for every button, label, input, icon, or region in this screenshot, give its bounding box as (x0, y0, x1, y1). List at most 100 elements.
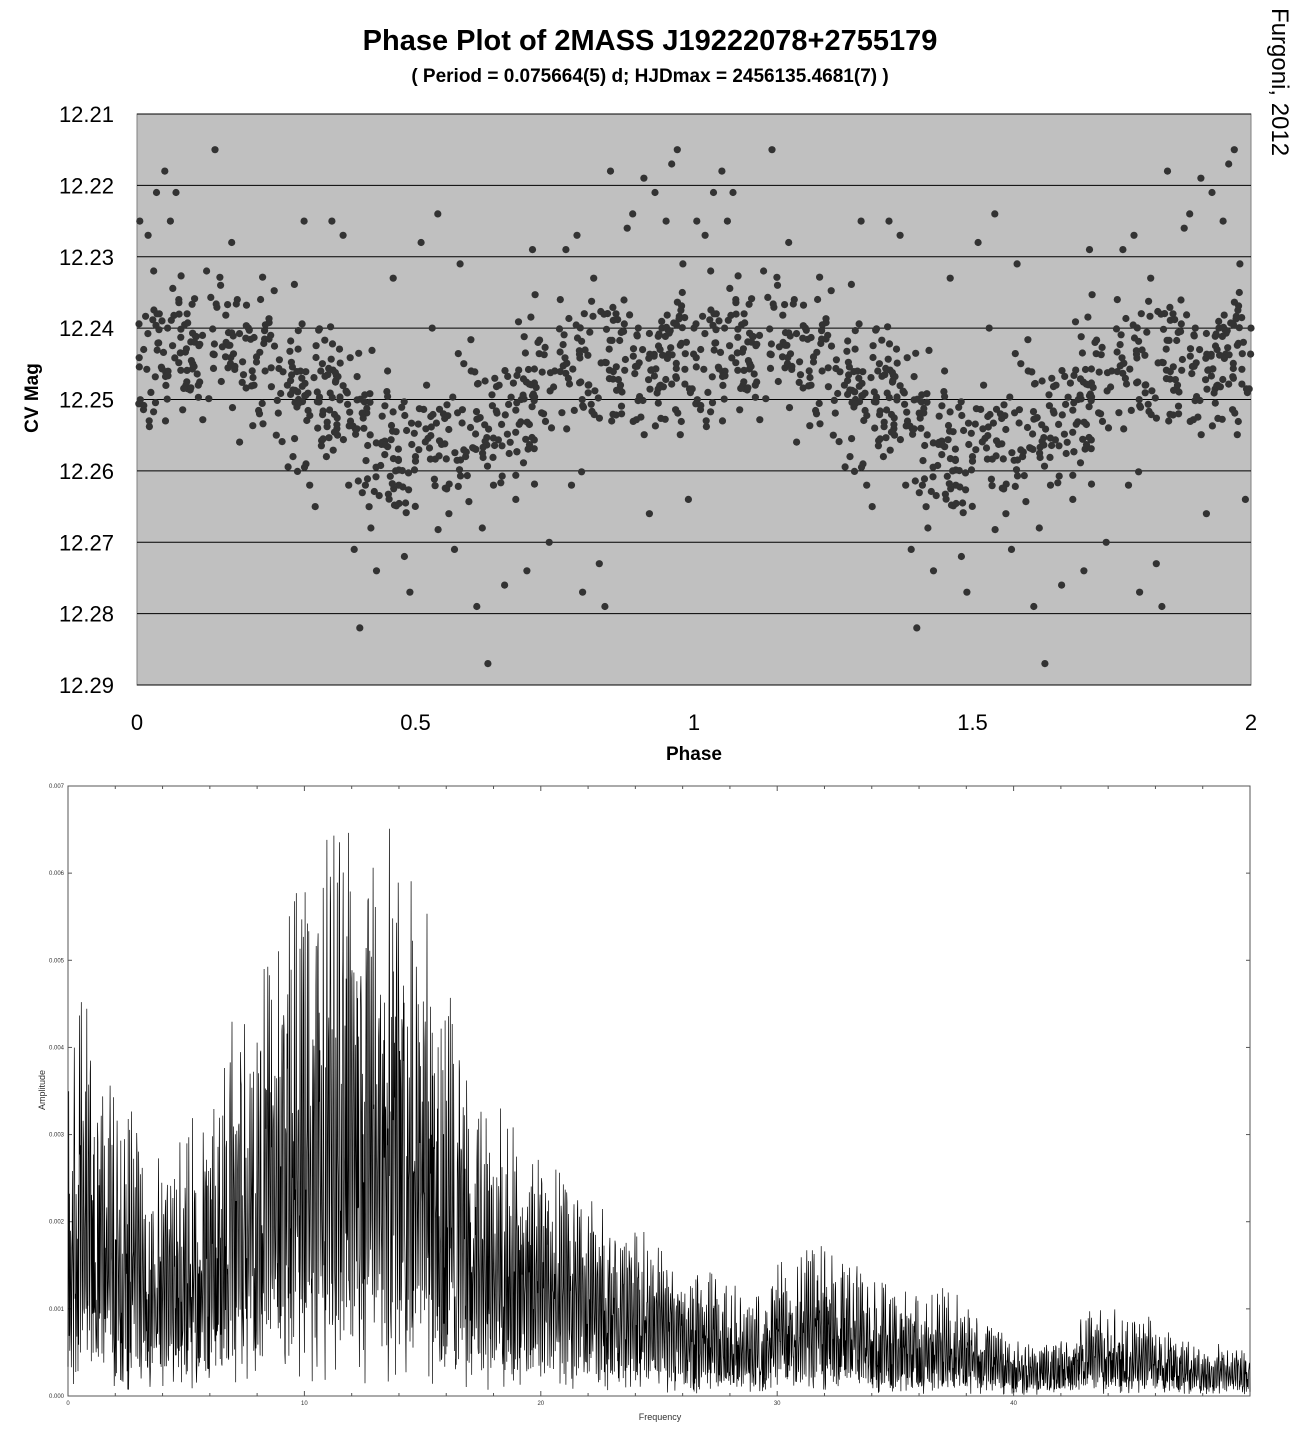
amplitude-y-tick: 0.000 (49, 1394, 65, 1400)
phase-point (1000, 401, 1008, 409)
phase-point (222, 311, 230, 319)
phase-point (530, 445, 538, 453)
phase-point (830, 396, 838, 404)
phase-point (530, 480, 539, 488)
phase-point (980, 381, 988, 389)
phase-point (177, 366, 185, 374)
phase-x-tick: 2 (1245, 710, 1257, 735)
phase-point (579, 588, 587, 596)
phase-point (1038, 377, 1046, 385)
phase-point (498, 420, 506, 428)
phase-point (929, 473, 937, 481)
phase-point (288, 371, 296, 379)
phase-point (315, 325, 324, 333)
phase-point (621, 355, 630, 364)
phase-y-axis-label: CV Mag (22, 363, 43, 433)
phase-point (1142, 381, 1150, 389)
phase-point (1061, 372, 1069, 380)
phase-point (1216, 383, 1224, 391)
phase-point (536, 336, 544, 344)
phase-point (425, 444, 434, 452)
phase-point (313, 398, 321, 406)
phase-point (317, 442, 325, 450)
phase-point (595, 414, 604, 422)
phase-point (1177, 296, 1185, 304)
phase-point (188, 300, 196, 308)
phase-point (922, 503, 930, 511)
amplitude-y-axis-label: Amplitude (37, 1070, 47, 1110)
phase-point (1225, 160, 1233, 168)
phase-point (633, 362, 641, 370)
phase-point (650, 372, 659, 380)
phase-point (701, 231, 709, 239)
phase-point (417, 238, 425, 247)
phase-point (809, 353, 818, 361)
phase-point (762, 395, 770, 403)
phase-point (161, 417, 170, 425)
phase-point (1163, 167, 1172, 175)
phase-point (1069, 471, 1077, 479)
phase-point (1030, 380, 1039, 388)
phase-point (479, 443, 487, 451)
phase-point (938, 451, 946, 459)
phase-point (734, 366, 742, 374)
phase-point (1010, 456, 1018, 464)
phase-point (1085, 433, 1093, 442)
phase-point (708, 399, 717, 407)
phase-point (726, 342, 734, 350)
phase-y-tick: 12.27 (59, 530, 114, 555)
phase-point (211, 146, 219, 154)
phase-point (920, 475, 929, 483)
phase-point (925, 346, 933, 354)
phase-point (985, 324, 993, 332)
phase-point (512, 495, 520, 503)
phase-point (760, 267, 768, 275)
phase-point (328, 217, 336, 225)
phase-point (1220, 311, 1228, 319)
phase-point (991, 210, 999, 218)
phase-point (265, 315, 273, 323)
phase-point (298, 320, 306, 328)
phase-point (569, 365, 577, 373)
phase-point (999, 455, 1007, 463)
phase-point (974, 238, 982, 247)
phase-point (647, 366, 656, 374)
phase-point (631, 370, 639, 378)
phase-point (859, 368, 867, 376)
phase-point (662, 217, 670, 225)
phase-point (576, 324, 584, 332)
phase-point (255, 406, 263, 415)
phase-point (312, 342, 320, 350)
phase-point (1141, 389, 1149, 397)
phase-point (513, 399, 521, 407)
phase-point (410, 466, 419, 474)
phase-point (352, 430, 360, 438)
phase-point (324, 371, 332, 379)
phase-point (883, 406, 891, 414)
phase-point (1194, 413, 1202, 421)
phase-point (150, 267, 158, 275)
phase-point (400, 398, 408, 406)
phase-point (903, 354, 911, 362)
phase-point (983, 455, 992, 463)
amplitude-y-tick: 0.004 (49, 1045, 65, 1051)
phase-point (142, 312, 150, 320)
phase-point (355, 349, 363, 357)
phase-point (1015, 419, 1023, 427)
phase-point (403, 426, 411, 435)
phase-point (294, 345, 302, 353)
phase-point (481, 437, 489, 445)
phase-point (827, 342, 836, 350)
amplitude-y-tick-labels: 0.000 0.001 0.002 0.003 0.004 0.005 0.006 0.007 (49, 784, 65, 1400)
phase-point (209, 364, 218, 372)
phase-point (605, 345, 613, 353)
phase-point (1048, 441, 1056, 450)
phase-point (346, 408, 354, 416)
phase-point (697, 401, 705, 410)
phase-point (1173, 336, 1181, 345)
phase-point (781, 329, 790, 337)
phase-point (778, 353, 787, 361)
phase-point (879, 453, 888, 461)
phase-point (1029, 430, 1037, 438)
phase-point (1141, 351, 1149, 359)
